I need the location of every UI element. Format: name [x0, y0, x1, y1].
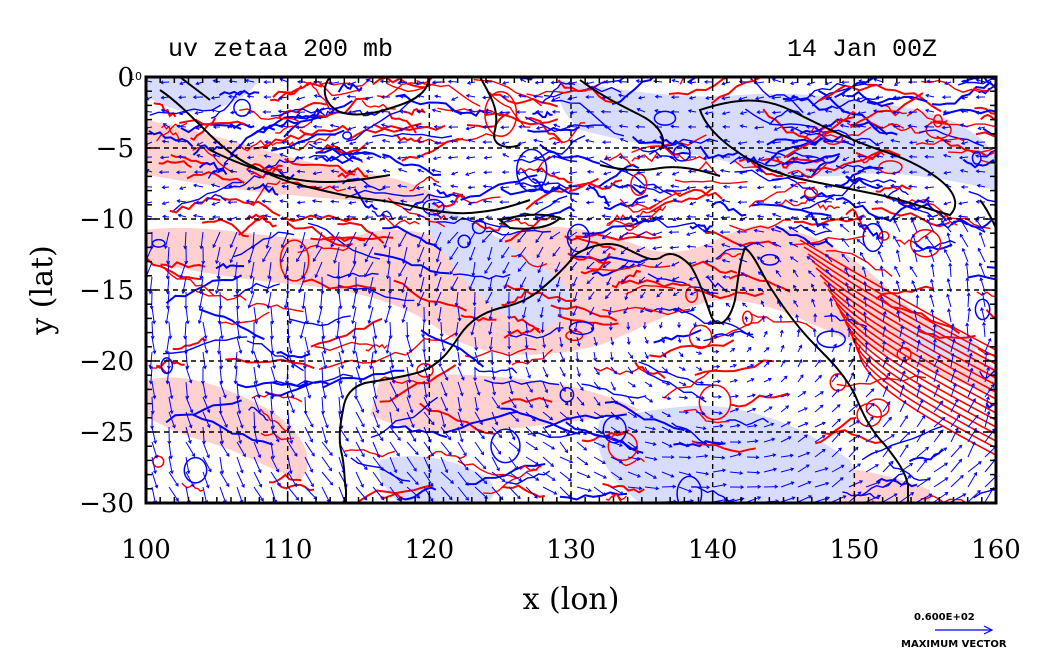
wind-vector-head [568, 510, 571, 513]
negative-contour [733, 49, 785, 77]
map-plot-area [143, 49, 1056, 518]
x-tick-label: 130 [546, 535, 596, 565]
x-tick-labels: 100 110 120 130 140 150 160 [121, 535, 1021, 565]
wind-vector [254, 412, 255, 429]
wind-vector [339, 307, 340, 324]
wind-vector-head [447, 513, 450, 516]
y-tick-labels: 0−5−10−15−20−25−30 [79, 63, 134, 519]
wind-vector [305, 397, 306, 414]
wind-vector-head [208, 514, 211, 517]
wind-vector [407, 322, 408, 338]
x-tick-label: 160 [971, 535, 1021, 565]
wind-vector-head [655, 505, 658, 508]
wind-vector [219, 307, 220, 324]
wind-vector [322, 277, 323, 294]
y-tick-label: −30 [79, 489, 134, 519]
wind-vector-head [327, 514, 330, 517]
wind-vector-head [158, 513, 161, 516]
wind-vector-head [503, 509, 506, 512]
wind-vector-head [399, 510, 402, 513]
y-tick-label: −5 [96, 134, 134, 164]
wind-vector-head [638, 506, 641, 509]
plot-title: uv zetaa 200 mb [168, 35, 393, 64]
x-axis-label: x (lon) [523, 582, 620, 617]
wind-vector [338, 277, 339, 294]
wind-vector-head [276, 514, 279, 517]
y-tick-label: −20 [79, 347, 134, 377]
wind-vector-head [365, 511, 368, 514]
wind-vector-head [192, 513, 195, 516]
wind-vector-head [297, 511, 300, 514]
valid-time: 14 Jan 00Z [787, 35, 937, 64]
wind-vector-head [241, 514, 244, 517]
x-tick-label: 110 [263, 535, 313, 565]
x-tick-label: 100 [121, 535, 171, 565]
wind-vector-head [382, 511, 385, 514]
corner-contour-label: 10 [128, 70, 142, 83]
wind-vector-head [309, 514, 312, 517]
wind-vector-head [603, 509, 606, 512]
wind-vector-head [257, 515, 260, 518]
wind-vector [662, 487, 675, 488]
wind-vector-head [417, 510, 420, 513]
y-tick-label: −25 [79, 418, 134, 448]
wind-vector [220, 397, 221, 414]
wind-vector-head [553, 509, 556, 512]
wind-vector-head [228, 512, 231, 515]
y-axis-label: y (lat) [25, 245, 60, 335]
x-tick-label: 150 [830, 535, 880, 565]
x-tick-label: 140 [688, 535, 738, 565]
wind-vector [679, 457, 691, 458]
wind-vector-head [588, 507, 591, 510]
y-tick-label: −10 [79, 205, 134, 235]
vector-legend-caption: MAXIMUM VECTOR [901, 639, 1007, 650]
wind-vector-head [517, 511, 520, 514]
vector-legend: 0.600E+02 MAXIMUM VECTOR [901, 612, 1007, 650]
x-tick-label: 120 [405, 535, 455, 565]
wind-vector [474, 292, 475, 305]
negative-contour [989, 389, 1056, 423]
vector-legend-value: 0.600E+02 [914, 612, 975, 623]
wind-vector-head [346, 513, 349, 516]
wind-vector [509, 352, 510, 364]
y-tick-label: −15 [79, 276, 134, 306]
wind-vector [475, 307, 476, 320]
wind-vector-head [536, 509, 539, 512]
wind-vector-head [483, 512, 486, 515]
wind-vector-head [467, 511, 470, 514]
wind-vector [220, 292, 221, 309]
wind-vector-head [175, 513, 178, 516]
wind-vector [917, 295, 918, 307]
wind-vector-head [430, 513, 433, 516]
